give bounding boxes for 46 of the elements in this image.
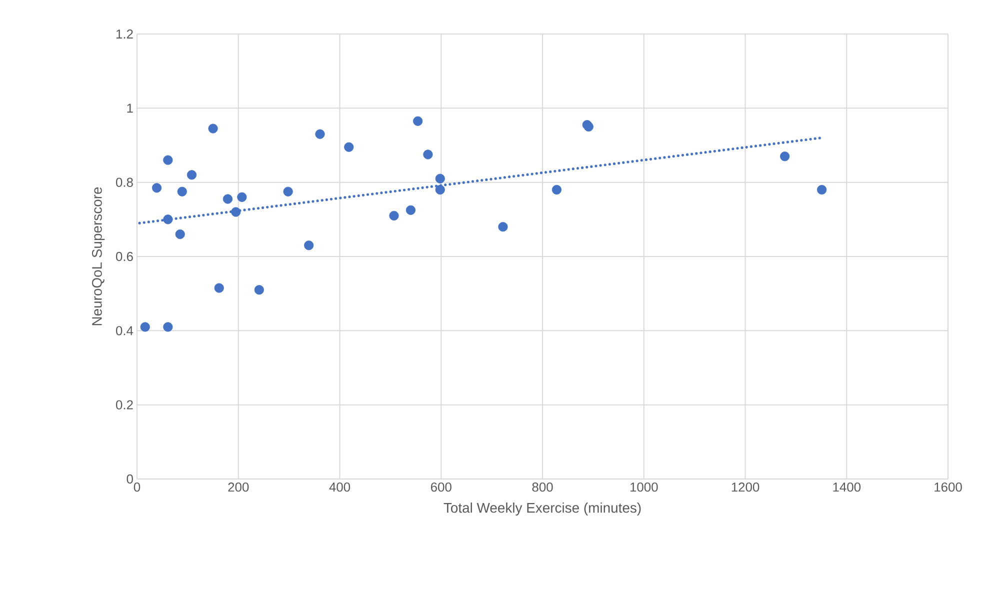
point [231, 207, 241, 217]
point [214, 283, 224, 293]
x-tick-label: 1000 [630, 482, 658, 492]
x-tick-label: 200 [228, 482, 249, 492]
y-tick-label: 0.2 [116, 400, 133, 410]
y-tick-label: 1 [127, 104, 133, 113]
point [163, 214, 173, 224]
x-tick-label: 1600 [934, 482, 962, 492]
x-tick-label: 1200 [732, 482, 760, 492]
point [413, 116, 423, 126]
point [435, 184, 445, 195]
point [175, 229, 185, 240]
point [817, 184, 827, 195]
point [254, 285, 264, 295]
x-tick-label: 600 [430, 482, 452, 492]
x-tick-label: 400 [329, 482, 350, 492]
point [498, 222, 508, 232]
y-axis-title: NeuroQoL Superscore [92, 187, 105, 326]
point [435, 174, 445, 184]
x-axis-title: Total Weekly Exercise (minutes) [444, 502, 641, 516]
point [283, 186, 293, 196]
point [780, 152, 790, 162]
point [423, 150, 433, 160]
point [177, 186, 187, 196]
point [208, 124, 218, 134]
point [315, 129, 325, 139]
y-tick-label: 1.2 [116, 29, 133, 39]
point [344, 142, 354, 152]
point [406, 205, 416, 215]
y-tick-label: 0.8 [116, 178, 133, 187]
point [140, 322, 150, 332]
point [163, 155, 173, 165]
point [304, 240, 314, 250]
point [389, 210, 399, 220]
x-tick-label: 0 [134, 482, 140, 492]
x-tick-label: 800 [532, 482, 553, 492]
point [163, 322, 173, 332]
y-tick-label: 0.4 [116, 326, 134, 336]
point [552, 184, 562, 195]
point [152, 183, 162, 193]
x-tick-label: 1400 [833, 482, 861, 492]
y-tick-label: 0.6 [116, 252, 133, 262]
point [186, 170, 197, 180]
y-tick-label: 0 [126, 474, 133, 484]
point [222, 194, 233, 204]
point [237, 192, 247, 202]
